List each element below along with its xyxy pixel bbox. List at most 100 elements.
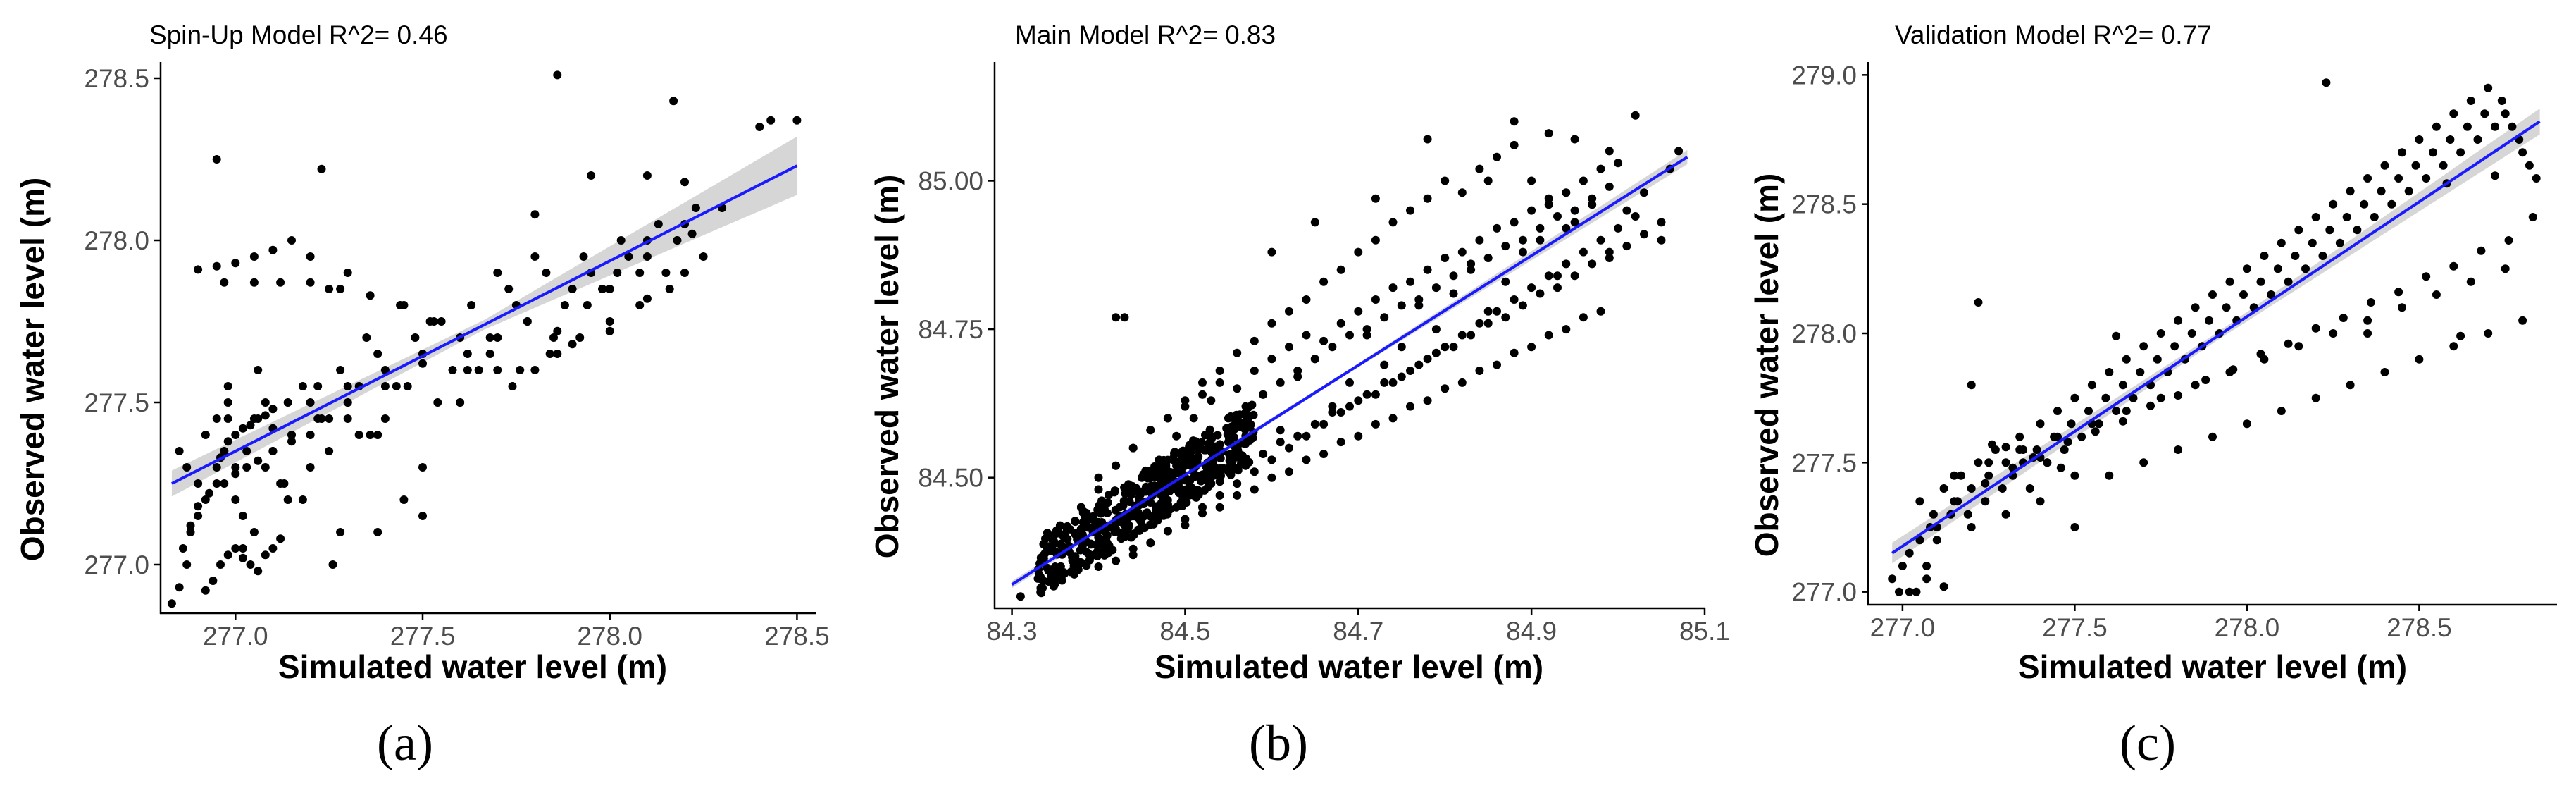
data-point	[1657, 218, 1666, 227]
data-point	[530, 366, 540, 374]
data-point	[2146, 401, 2155, 410]
data-point	[1057, 576, 1066, 585]
data-point	[2528, 213, 2537, 221]
data-point	[2301, 264, 2310, 273]
data-point	[1414, 295, 1424, 304]
data-point	[238, 424, 247, 433]
panel-c-fit-line	[1891, 120, 2541, 555]
data-point	[2318, 252, 2327, 260]
data-point	[1131, 487, 1140, 496]
data-point	[1195, 438, 1204, 448]
data-point	[1310, 218, 1319, 227]
data-point	[362, 333, 371, 342]
data-point	[1049, 581, 1058, 591]
data-point	[1190, 472, 1199, 481]
data-point	[1122, 526, 1131, 535]
data-point	[2422, 272, 2431, 281]
data-point	[1250, 336, 1259, 345]
data-point	[2329, 199, 2338, 209]
panel-c-y-axis-label: Observed water level (m)	[1748, 173, 1785, 558]
data-point	[1674, 147, 1684, 156]
data-point	[1501, 277, 1510, 286]
data-point	[238, 512, 247, 520]
data-point	[1544, 129, 1553, 138]
data-point	[1285, 343, 1293, 352]
data-point	[418, 463, 427, 472]
data-point	[467, 301, 476, 309]
data-point	[1336, 265, 1345, 274]
data-point	[186, 521, 195, 530]
data-point	[276, 534, 285, 543]
data-point	[2025, 484, 2034, 493]
data-point	[549, 333, 558, 342]
data-point	[1467, 265, 1476, 274]
x-tick-label: 278.5	[764, 622, 830, 651]
data-point	[201, 586, 210, 595]
x-tick-label: 278.5	[2387, 613, 2452, 642]
data-point	[2346, 381, 2355, 390]
data-point	[1371, 419, 1380, 429]
data-point	[175, 583, 184, 592]
data-point	[2070, 523, 2079, 531]
data-point	[2070, 471, 2079, 480]
panel-c-fit-line-group	[1891, 120, 2541, 555]
data-point	[2363, 316, 2372, 325]
data-point	[1414, 360, 1424, 369]
panel-a-fit-line-group	[171, 164, 798, 485]
data-point	[242, 447, 251, 455]
data-point	[280, 479, 289, 488]
data-point	[1475, 164, 1484, 173]
data-point	[1102, 534, 1111, 543]
data-point	[2311, 213, 2320, 221]
data-point	[1319, 336, 1329, 345]
data-point	[463, 366, 472, 374]
y-tick-label: 85.00	[918, 166, 983, 195]
data-point	[1423, 265, 1432, 274]
data-point	[2112, 407, 2121, 415]
data-point	[2015, 445, 2024, 454]
data-point	[504, 285, 514, 293]
data-point	[2284, 339, 2293, 348]
data-point	[2208, 432, 2217, 441]
data-point	[1122, 483, 1131, 492]
panel-a-x-axis-label: Simulated water level (m)	[278, 648, 667, 685]
data-point	[1423, 135, 1432, 144]
data-point	[587, 171, 596, 180]
data-point	[1159, 491, 1169, 500]
data-point	[1240, 425, 1250, 434]
data-point	[1128, 443, 1138, 453]
data-point	[1336, 438, 1345, 447]
data-point	[1157, 503, 1166, 512]
data-point	[2484, 83, 2493, 92]
data-point	[1475, 367, 1484, 375]
data-point	[373, 528, 382, 536]
data-point	[336, 366, 345, 374]
data-point	[212, 479, 221, 488]
data-point	[1922, 562, 1931, 570]
data-point	[2360, 199, 2369, 209]
data-point	[1562, 259, 1571, 269]
data-point	[1176, 448, 1186, 457]
data-point	[1518, 301, 1527, 310]
data-point	[1622, 242, 1631, 251]
panel-a-label: (a)	[377, 715, 433, 771]
data-point	[1905, 548, 1914, 558]
data-point	[343, 398, 352, 407]
data-point	[1267, 247, 1276, 257]
data-point	[1483, 307, 1493, 316]
data-point	[238, 544, 247, 553]
data-point	[399, 495, 409, 504]
data-point	[1145, 520, 1155, 529]
panel-a-confidence-band	[171, 136, 797, 497]
data-point	[1189, 414, 1198, 423]
data-point	[201, 495, 210, 504]
data-point	[2322, 78, 2331, 87]
data-point	[1974, 458, 1983, 467]
data-point	[2311, 324, 2320, 333]
data-point	[306, 252, 315, 261]
data-point	[1215, 440, 1224, 449]
data-point	[1397, 301, 1406, 310]
data-point	[2353, 226, 2362, 235]
data-point	[2063, 438, 2072, 446]
data-point	[1302, 295, 1311, 304]
